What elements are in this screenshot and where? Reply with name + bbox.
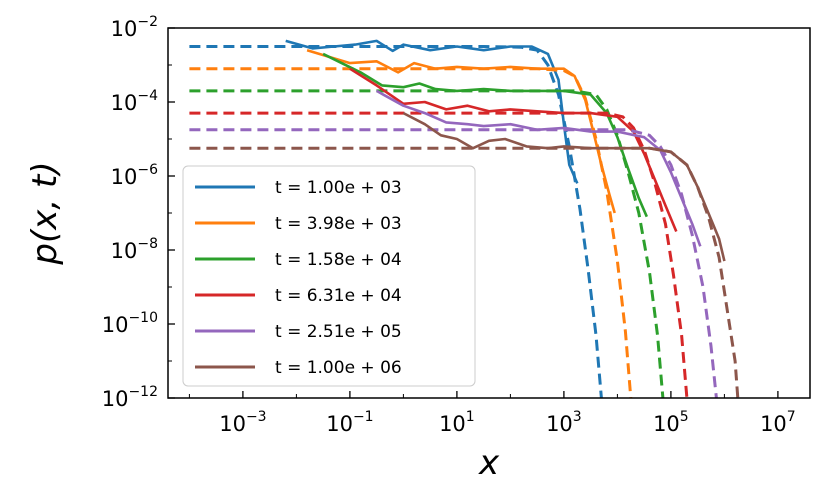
series-line-4 xyxy=(349,67,678,233)
x-tick-label: 107 xyxy=(760,409,796,436)
x-tick-label: 10−1 xyxy=(326,409,373,436)
y-tick-label: 10−12 xyxy=(102,384,158,411)
series-fit-1 xyxy=(189,45,603,398)
y-tick-label: 10−10 xyxy=(102,310,158,337)
legend-label: t = 1.00e + 06 xyxy=(275,358,402,378)
legend-label: t = 1.58e + 04 xyxy=(275,250,402,270)
series-fit-4 xyxy=(189,111,689,398)
y-tick-label: 10−8 xyxy=(111,236,158,263)
series-line-6 xyxy=(402,111,726,262)
legend-label: t = 6.31e + 04 xyxy=(275,286,402,306)
x-tick-label: 101 xyxy=(439,409,475,436)
y-axis-label: p(x, t) xyxy=(25,161,65,265)
legend-label: t = 1.00e + 03 xyxy=(275,178,402,198)
x-tick-label: 105 xyxy=(653,409,689,436)
legend-label: t = 2.51e + 05 xyxy=(275,322,402,342)
series-fit-5 xyxy=(189,128,718,398)
series-line-1 xyxy=(285,39,579,184)
legend: t = 1.00e + 03 t = 3.98e + 03 t = 1.58e + … xyxy=(182,165,476,387)
legend-box xyxy=(182,165,476,387)
x-tick-label: 10−3 xyxy=(219,409,266,436)
x-tick-label: 103 xyxy=(546,409,582,436)
y-tick-label: 10−2 xyxy=(111,14,158,41)
series-layer xyxy=(189,39,740,398)
legend-label: t = 3.98e + 03 xyxy=(275,214,402,234)
x-axis-label: x xyxy=(478,443,500,483)
series-line-5 xyxy=(375,89,702,247)
y-tick-label: 10−6 xyxy=(111,162,158,189)
tick-layer: 10−3 10−1 101 103 105 107 10−2 10−4 10−6 10−8 10−1… xyxy=(102,14,796,436)
series-line-2 xyxy=(306,48,616,214)
y-tick-label: 10−4 xyxy=(111,88,158,115)
